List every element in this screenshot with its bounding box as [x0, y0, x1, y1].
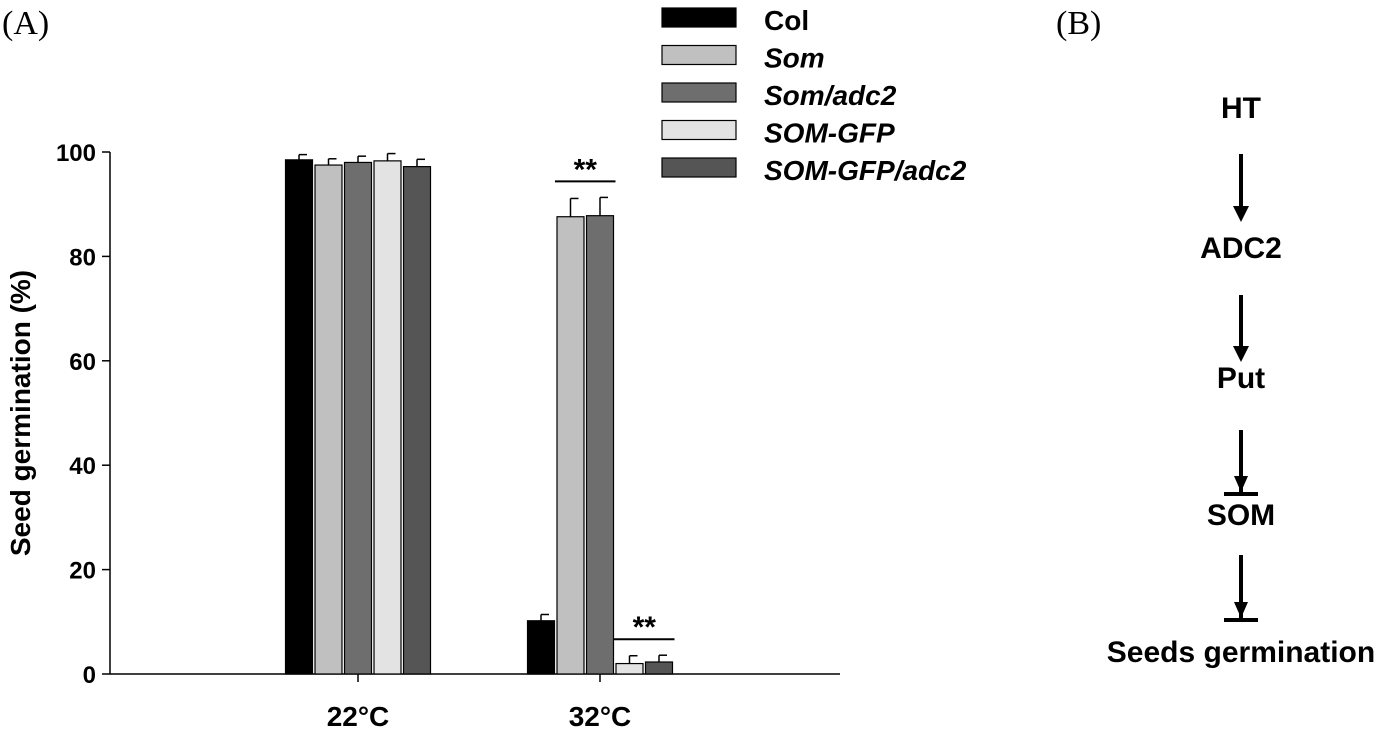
legend-label: SOM-GFP/adc2: [764, 155, 967, 186]
y-tick-label: 40: [69, 453, 96, 480]
y-tick-label: 80: [69, 244, 96, 271]
legend-label: Som: [764, 43, 825, 74]
arrow-head: [1233, 346, 1249, 362]
bar-1-4: [644, 661, 674, 675]
legend-label: Som/adc2: [764, 80, 897, 111]
legend-swatch: [661, 44, 737, 66]
diagram-node: Put: [1217, 362, 1265, 395]
bar-0-3: [373, 160, 402, 675]
bar-1-1: [556, 216, 585, 675]
significance-label: **: [633, 611, 657, 644]
bar-1-2: [585, 215, 615, 675]
legend-swatch: [661, 82, 737, 103]
legend: Col Som Som/adc2 SOM-GFP SOM-GFP/adc2: [661, 5, 967, 186]
legend-label: Col: [764, 5, 809, 36]
y-tick-label: 100: [56, 140, 96, 167]
panel-b-label: (B): [1056, 5, 1101, 42]
significance-label: **: [574, 153, 598, 186]
arrow-head: [1233, 206, 1249, 222]
bar-0-0: [284, 159, 314, 675]
bars: [284, 159, 674, 675]
bar-0-1: [314, 164, 343, 675]
y-tick-label: 20: [69, 558, 96, 585]
diagram-node: ADC2: [1200, 232, 1282, 265]
bar-0-2: [343, 161, 373, 675]
diagram-node: HT: [1221, 92, 1261, 125]
y-tick-label: 0: [83, 662, 96, 689]
pathway-diagram: HT ADC2 Put SOM Seeds germination: [1107, 92, 1375, 669]
x-tick-label: 22°C: [327, 701, 390, 729]
legend-swatch: [661, 119, 737, 141]
legend-label: SOM-GFP: [764, 118, 895, 149]
bar-chart: Seed germination (%) 0 20 40 60 80 100 22°C 32°…: [5, 5, 967, 729]
diagram-node: Seeds germination: [1107, 636, 1375, 669]
x-tick-label: 32°C: [569, 701, 632, 729]
y-tick-label: 60: [69, 349, 96, 376]
y-axis-label: Seed germination (%): [5, 270, 36, 556]
bar-0-4: [402, 166, 432, 675]
bar-1-3: [615, 662, 644, 675]
bar-1-0: [526, 620, 556, 675]
axes: 0 20 40 60 80 100 22°C 32°C: [56, 140, 840, 729]
diagram-node: SOM: [1207, 499, 1275, 532]
panel-a-label: (A): [2, 5, 49, 42]
inhibit-point: [1234, 476, 1248, 492]
error-bars: [298, 152, 667, 664]
legend-swatch: [661, 157, 737, 178]
significance-marks: ** **: [555, 153, 675, 644]
inhibit-point: [1234, 602, 1248, 618]
legend-swatch: [661, 7, 737, 28]
